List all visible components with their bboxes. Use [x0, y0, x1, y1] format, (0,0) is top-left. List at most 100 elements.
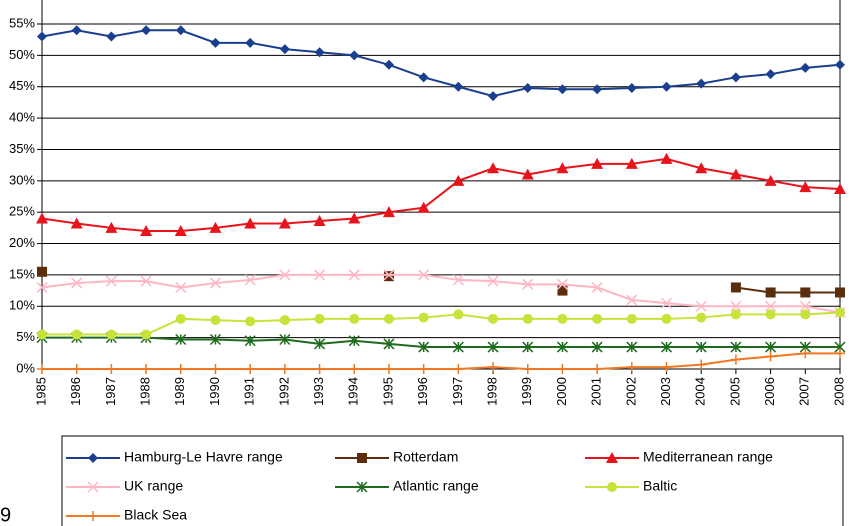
x-tick-label: 2005 — [727, 377, 742, 406]
annotation: 9 — [0, 504, 11, 526]
marker — [88, 511, 98, 521]
x-tick-label: 2000 — [554, 377, 569, 406]
marker — [765, 69, 776, 80]
legend-label: Mediterranean range — [643, 449, 773, 465]
marker — [800, 309, 811, 320]
marker — [660, 152, 673, 164]
marker — [106, 31, 117, 42]
x-tick-label: 1996 — [415, 377, 430, 406]
legend-label: Rotterdam — [393, 449, 458, 465]
marker — [245, 364, 256, 374]
marker — [800, 287, 811, 298]
marker — [661, 362, 672, 373]
marker — [383, 313, 394, 324]
marker — [765, 351, 776, 362]
marker — [71, 329, 82, 340]
marker — [36, 212, 48, 224]
x-tick-label: 2007 — [797, 377, 812, 406]
x-tick-label: 1987 — [103, 377, 118, 406]
marker — [488, 313, 499, 324]
marker — [626, 341, 638, 353]
series-line — [42, 352, 840, 370]
marker — [660, 297, 673, 309]
series-line — [41, 273, 841, 314]
marker — [348, 269, 360, 281]
marker — [313, 214, 326, 226]
marker — [106, 364, 117, 374]
marker — [661, 81, 672, 92]
y-tick-label: 45% — [9, 78, 35, 93]
legend-label: Hamburg-Le Havre range — [124, 449, 283, 465]
x-tick-label: 1995 — [380, 377, 395, 406]
marker — [799, 181, 812, 193]
marker — [175, 25, 186, 36]
marker — [835, 348, 845, 359]
marker — [799, 300, 811, 312]
marker — [487, 341, 499, 353]
marker — [87, 481, 99, 493]
marker — [175, 281, 187, 293]
marker — [279, 364, 290, 374]
marker — [71, 25, 82, 36]
marker — [835, 307, 845, 318]
marker — [314, 364, 325, 374]
marker — [383, 269, 395, 281]
marker — [522, 278, 534, 290]
x-tick-label: 1993 — [311, 377, 326, 406]
marker — [71, 277, 83, 289]
marker — [383, 59, 394, 70]
marker — [452, 174, 465, 186]
y-tick-label: 25% — [9, 204, 35, 219]
marker — [834, 182, 846, 194]
marker — [696, 312, 707, 323]
marker — [800, 62, 811, 73]
marker — [418, 364, 429, 374]
marker — [418, 341, 430, 353]
x-tick-label: 1985 — [33, 377, 48, 406]
y-tick-label: 40% — [9, 110, 35, 125]
marker — [730, 309, 741, 320]
marker — [661, 313, 672, 324]
marker — [835, 287, 845, 298]
y-tick-label: 15% — [9, 266, 35, 281]
marker — [37, 266, 47, 277]
marker — [418, 312, 429, 323]
marker — [209, 221, 222, 233]
marker — [418, 269, 430, 281]
marker — [625, 157, 638, 169]
y-tick-label: 5% — [16, 329, 35, 344]
marker — [488, 91, 499, 102]
marker — [36, 281, 48, 293]
legend-label: Black Sea — [124, 507, 187, 523]
marker — [556, 162, 569, 174]
marker — [141, 364, 152, 374]
marker — [314, 47, 325, 58]
y-tick-label: 30% — [9, 172, 35, 187]
x-tick-label: 1997 — [450, 377, 465, 406]
marker — [522, 341, 534, 353]
legend-label: Atlantic range — [393, 478, 479, 494]
marker — [488, 362, 499, 373]
marker — [730, 341, 742, 353]
marker — [556, 278, 568, 290]
marker — [765, 341, 777, 353]
marker — [452, 274, 464, 286]
marker — [245, 316, 256, 327]
series-line — [42, 336, 840, 349]
marker — [765, 300, 777, 312]
marker — [418, 72, 429, 83]
marker — [209, 333, 222, 346]
marker — [105, 221, 118, 233]
x-tick-label: 2004 — [693, 377, 708, 406]
marker — [175, 364, 186, 374]
marker — [592, 84, 603, 95]
marker — [210, 364, 221, 374]
marker — [730, 354, 741, 365]
x-tick-label: 1998 — [484, 377, 499, 406]
x-tick-label: 1988 — [138, 377, 153, 406]
legend-box — [61, 435, 844, 526]
marker — [453, 309, 464, 320]
marker — [453, 81, 464, 92]
marker — [417, 201, 430, 213]
